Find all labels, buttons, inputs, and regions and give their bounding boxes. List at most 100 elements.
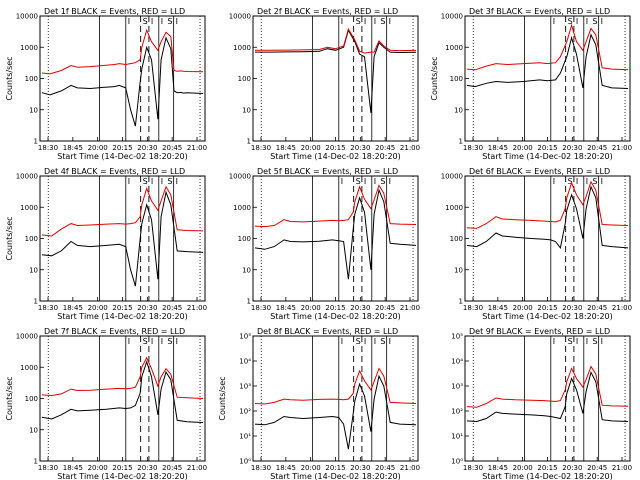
series-lld — [466, 180, 629, 229]
x-tick-label: 21:00 — [400, 464, 420, 472]
marker-label: S — [356, 337, 361, 346]
marker-label: S — [380, 177, 385, 186]
marker-label: S — [380, 337, 385, 346]
y-tick-label: 1000 — [233, 204, 251, 212]
plot-frame — [252, 175, 419, 302]
panel-5: Det 5f BLACK = Events, RED = LLD Start Ti… — [229, 167, 420, 321]
y-tick-label: 10 — [29, 106, 38, 114]
y-tick-label: 100 — [450, 235, 463, 243]
y-tick-label: 10 — [29, 266, 38, 274]
x-axis-label: Start Time (14-Dec-02 18:20:20) — [270, 152, 401, 161]
y-tick-label: 100 — [25, 395, 38, 403]
marker-label: I — [586, 337, 588, 346]
plot-frame — [252, 15, 419, 142]
y-tick-label: 10⁴ — [451, 358, 463, 366]
series-events — [41, 36, 204, 127]
marker-label: I — [341, 177, 343, 186]
x-tick-label: 20:45 — [375, 464, 395, 472]
marker-label: I — [341, 337, 343, 346]
marker-label: S — [380, 17, 385, 26]
marker-label: S — [568, 17, 573, 26]
x-tick-label: 20:30 — [350, 304, 370, 312]
y-tick-label: 10³ — [451, 383, 463, 391]
y-tick-label: 1000 — [20, 204, 38, 212]
x-tick-label: 20:15 — [325, 304, 345, 312]
panel-2: Det 2f BLACK = Events, RED = LLD Start Ti… — [229, 7, 420, 161]
series-lld — [466, 365, 629, 408]
y-tick-label: 1 — [247, 138, 251, 146]
y-tick-label: 100 — [238, 75, 251, 83]
x-axis-label: Start Time (14-Dec-02 18:20:20) — [482, 472, 613, 480]
marker-label: I — [586, 177, 588, 186]
panel-4: Det 4f BLACK = Events, RED = LLD Counts/s… — [5, 167, 207, 321]
y-axis-label: Counts/sec — [5, 56, 14, 100]
marker-label: I — [374, 17, 376, 26]
x-axis-label: Start Time (14-Dec-02 18:20:20) — [57, 152, 188, 161]
marker-label: I — [364, 177, 366, 186]
plot-frame — [39, 335, 206, 462]
y-tick-label: 10 — [242, 266, 251, 274]
x-tick-label: 21:00 — [612, 304, 632, 312]
series-lld — [41, 356, 204, 399]
x-tick-label: 18:30 — [463, 304, 483, 312]
x-axis-label: Start Time (14-Dec-02 18:20:20) — [270, 472, 401, 480]
series-lld — [254, 184, 417, 228]
y-tick-label: 10000 — [441, 173, 463, 181]
y-tick-label: 10⁰ — [239, 458, 251, 466]
marker-label: I — [601, 17, 603, 26]
x-tick-label: 21:00 — [187, 144, 207, 152]
x-tick-label: 18:45 — [276, 464, 296, 472]
x-tick-label: 18:30 — [38, 144, 58, 152]
x-tick-label: 18:45 — [276, 304, 296, 312]
plot-frame — [39, 175, 206, 302]
x-tick-label: 21:00 — [400, 144, 420, 152]
series-events — [255, 28, 417, 113]
y-tick-label: 10000 — [441, 13, 463, 21]
y-axis-label: Counts/sec — [5, 376, 14, 420]
y-tick-label: 10² — [451, 408, 463, 416]
marker-label: I — [364, 337, 366, 346]
marker-label: I — [576, 177, 578, 186]
x-tick-label: 20:45 — [162, 144, 182, 152]
marker-label: I — [161, 17, 163, 26]
marker-label: S — [592, 177, 597, 186]
x-tick-label: 20:30 — [137, 144, 157, 152]
x-tick-label: 20:00 — [301, 144, 321, 152]
x-tick-label: 20:45 — [587, 304, 607, 312]
marker-label: S — [167, 17, 172, 26]
marker-label: I — [576, 17, 578, 26]
y-tick-label: 1 — [34, 138, 38, 146]
marker-label: I — [151, 17, 153, 26]
marker-label: S — [167, 177, 172, 186]
series-lld — [466, 23, 629, 71]
x-tick-label: 18:30 — [38, 464, 58, 472]
y-tick-label: 100 — [450, 75, 463, 83]
plot-frame — [464, 335, 631, 462]
marker-label: I — [553, 337, 555, 346]
x-tick-label: 21:00 — [187, 464, 207, 472]
marker-label: I — [176, 337, 178, 346]
marker-label: I — [553, 17, 555, 26]
y-tick-label: 10000 — [16, 333, 38, 341]
marker-label: I — [364, 17, 366, 26]
x-tick-label: 20:15 — [537, 304, 557, 312]
x-tick-label: 20:30 — [562, 144, 582, 152]
x-tick-label: 20:00 — [513, 144, 533, 152]
y-axis-label: Counts/sec — [430, 56, 439, 100]
marker-label: I — [128, 17, 130, 26]
y-tick-label: 10³ — [239, 383, 251, 391]
x-tick-label: 20:30 — [350, 464, 370, 472]
marker-label: S — [356, 177, 361, 186]
y-tick-label: 10000 — [16, 13, 38, 21]
y-tick-label: 10⁰ — [451, 458, 463, 466]
y-tick-label: 10¹ — [451, 433, 463, 441]
series-events — [254, 374, 417, 450]
marker-label: S — [568, 337, 573, 346]
y-tick-label: 1 — [247, 298, 251, 306]
x-tick-label: 18:45 — [63, 304, 83, 312]
series-lld — [254, 367, 417, 405]
panel-title: Det 2f BLACK = Events, RED = LLD — [257, 7, 398, 16]
marker-label: S — [143, 17, 148, 26]
